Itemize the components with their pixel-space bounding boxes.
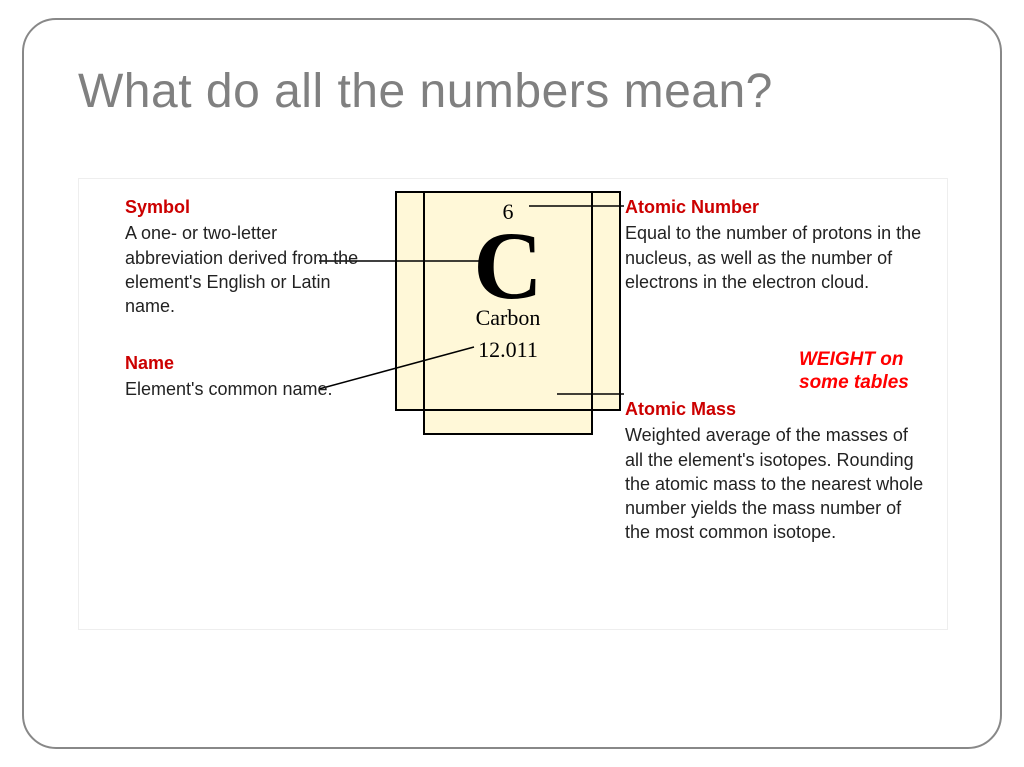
neighbor-cell [395, 191, 425, 271]
label-atomic-mass-body: Weighted average of the masses of all th… [625, 425, 923, 542]
slide: What do all the numbers mean? 6 C Carbon… [0, 0, 1024, 767]
element-name: Carbon [425, 305, 591, 331]
page-title: What do all the numbers mean? [78, 64, 773, 119]
neighbor-cell [395, 271, 425, 411]
label-atomic-number-heading: Atomic Number [625, 195, 925, 219]
label-symbol: Symbol A one- or two-letter abbreviation… [125, 195, 375, 318]
label-atomic-number-body: Equal to the number of protons in the nu… [625, 223, 921, 292]
label-name-heading: Name [125, 351, 375, 375]
diagram-panel: 6 C Carbon 12.011 Symbol A one- or two-l… [78, 178, 948, 630]
label-name: Name Element's common name. [125, 351, 375, 402]
label-atomic-mass: Atomic Mass Weighted average of the mass… [625, 397, 925, 545]
element-symbol: C [425, 223, 591, 309]
label-symbol-body: A one- or two-letter abbreviation derive… [125, 223, 358, 316]
neighbor-cell [591, 271, 621, 411]
label-atomic-mass-heading: Atomic Mass [625, 397, 925, 421]
neighbor-cell [423, 409, 593, 435]
weight-note-line2: some tables [799, 372, 909, 393]
weight-note-line1: WEIGHT on [799, 349, 903, 370]
atomic-mass-value: 12.011 [425, 337, 591, 363]
label-name-body: Element's common name. [125, 379, 333, 399]
label-atomic-number: Atomic Number Equal to the number of pro… [625, 195, 925, 294]
neighbor-cell [591, 191, 621, 271]
element-tile: 6 C Carbon 12.011 [423, 191, 593, 411]
label-symbol-heading: Symbol [125, 195, 375, 219]
weight-note: WEIGHT on some tables [799, 349, 909, 395]
